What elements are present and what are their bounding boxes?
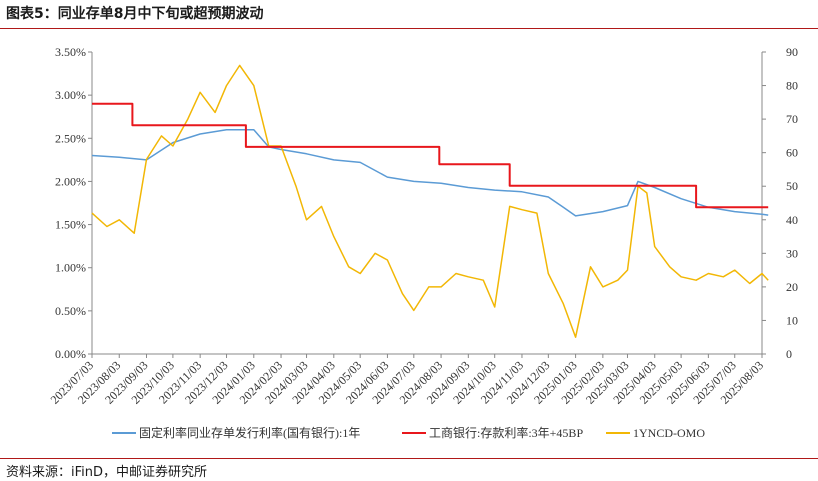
- y-left-tick-label: 2.00%: [55, 174, 86, 188]
- y-left-tick-label: 1.00%: [55, 261, 86, 275]
- y-right-tick-label: 20: [786, 280, 798, 294]
- series-line-3: [91, 64, 769, 338]
- y-right-tick-label: 40: [786, 213, 798, 227]
- y-right-tick-label: 90: [786, 45, 798, 59]
- axes: 0.00% 0.50% 1.00% 1.50% 2.00% 2.50% 3.00% 3.50%…: [48, 45, 798, 407]
- y-right-tick-label: 30: [786, 246, 798, 260]
- y-left-tick-label: 3.00%: [55, 88, 86, 102]
- footer-rule: [0, 458, 818, 459]
- y-right-tick-label: 70: [786, 112, 798, 126]
- y-right-tick-label: 80: [786, 79, 798, 93]
- y-left-tick-label: 1.50%: [55, 218, 86, 232]
- legend: 固定利率同业存单发行利率(国有银行):1年 工商银行:存款利率:3年+45BP 1Y…: [112, 425, 705, 440]
- y-left-tick-label: 3.50%: [55, 45, 86, 59]
- y-right-tick-label: 10: [786, 313, 798, 327]
- y-left-tick-label: 0.00%: [55, 347, 86, 361]
- line-chart: 0.00% 0.50% 1.00% 1.50% 2.00% 2.50% 3.00% 3.50%…: [48, 45, 798, 440]
- plot-area: [91, 64, 769, 338]
- title-rule: [0, 28, 818, 29]
- chart-title: 图表5：同业存单8月中下旬或超预期波动: [6, 6, 264, 22]
- y-right-tick-label: 50: [786, 179, 798, 193]
- series-line-1: [91, 128, 769, 217]
- source-note: 资料来源：iFinD，中邮证券研究所: [6, 465, 208, 480]
- y-right-tick-label: 0: [786, 347, 792, 361]
- legend-label-3: 1YNCD-OMO: [633, 426, 705, 440]
- legend-label-2: 工商银行:存款利率:3年+45BP: [429, 425, 583, 440]
- series-line-2: [92, 102, 769, 209]
- y-right-tick-label: 60: [786, 146, 798, 160]
- y-left-tick-label: 2.50%: [55, 131, 86, 145]
- legend-label-1: 固定利率同业存单发行利率(国有银行):1年: [139, 425, 360, 440]
- y-left-tick-label: 0.50%: [55, 304, 86, 318]
